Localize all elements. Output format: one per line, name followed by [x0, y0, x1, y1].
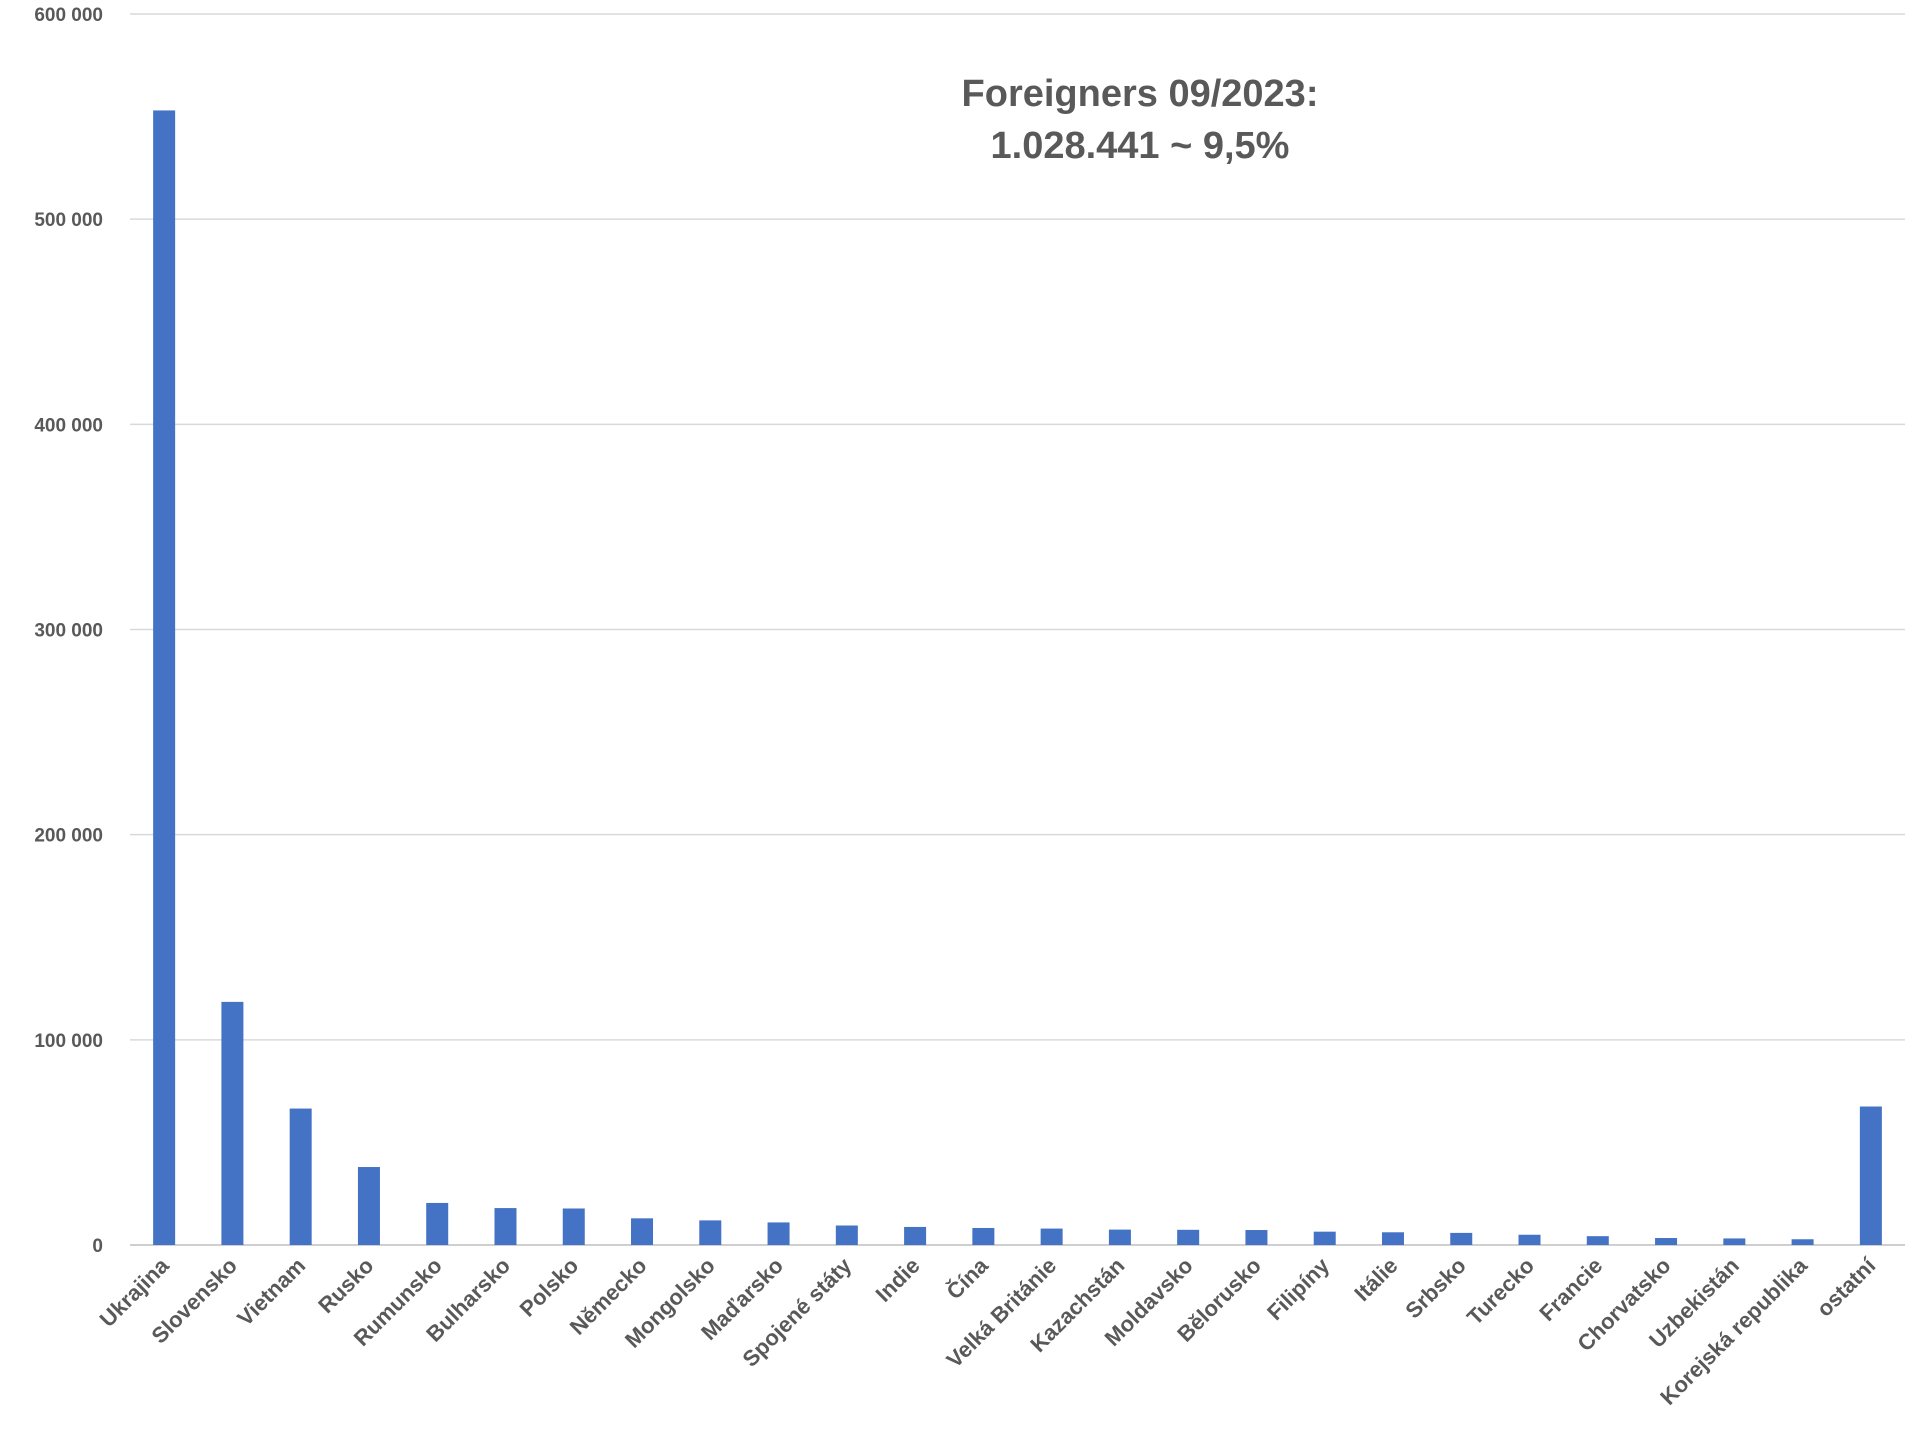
category-label-2: Vietnam	[232, 1253, 310, 1331]
category-label-6: Polsko	[515, 1253, 584, 1322]
y-tick-label: 600 000	[34, 5, 103, 26]
bar-6	[562, 1208, 585, 1245]
bar-4	[426, 1202, 449, 1245]
category-label-20: Turecko	[1462, 1253, 1539, 1330]
chart-title-line-1: Foreigners 09/2023:	[962, 73, 1319, 115]
category-label-25: ostatní	[1812, 1252, 1881, 1321]
bar-14	[1108, 1229, 1131, 1245]
bar-5	[494, 1208, 517, 1245]
y-tick-label: 100 000	[34, 1031, 103, 1052]
y-tick-label: 300 000	[34, 621, 103, 642]
y-axis-tick-labels: 0 100 000 200 000 300 000 400 000 500 000 600 …	[34, 5, 103, 1257]
category-label-19: Srbsko	[1400, 1253, 1470, 1323]
bar-23	[1723, 1238, 1746, 1245]
bar-17	[1313, 1231, 1336, 1245]
bar-19	[1450, 1232, 1473, 1245]
bar-9	[767, 1222, 790, 1245]
category-label-11: Indie	[871, 1253, 925, 1307]
bar-24	[1791, 1239, 1814, 1245]
y-tick-label: 400 000	[34, 415, 103, 436]
bar-1	[221, 1001, 244, 1245]
bar-22	[1655, 1238, 1678, 1245]
bar-7	[631, 1218, 654, 1245]
bar-18	[1381, 1232, 1404, 1245]
bar-2	[289, 1108, 312, 1245]
bar-13	[1040, 1228, 1063, 1245]
category-label-17: Filipíny	[1262, 1252, 1335, 1325]
bars	[153, 110, 1882, 1245]
bar-15	[1177, 1229, 1200, 1245]
bar-0	[153, 110, 176, 1245]
bar-16	[1245, 1230, 1268, 1245]
bar-3	[357, 1167, 380, 1245]
chart-title-line-2: 1.028.441 ~ 9,5%	[991, 125, 1290, 167]
category-label-3: Rusko	[313, 1253, 378, 1318]
bar-12	[972, 1227, 995, 1245]
category-label-18: Itálie	[1349, 1253, 1402, 1306]
bar-21	[1586, 1236, 1609, 1245]
y-tick-label: 200 000	[34, 826, 103, 847]
gridlines	[130, 13, 1905, 1246]
bar-10	[835, 1225, 858, 1245]
bar-25	[1859, 1106, 1882, 1245]
y-tick-label: 0	[92, 1236, 103, 1257]
bar-20	[1518, 1234, 1541, 1245]
bar-11	[904, 1226, 927, 1245]
bar-8	[699, 1220, 722, 1245]
y-tick-label: 500 000	[34, 210, 103, 231]
category-label-12: Čína	[942, 1252, 994, 1304]
